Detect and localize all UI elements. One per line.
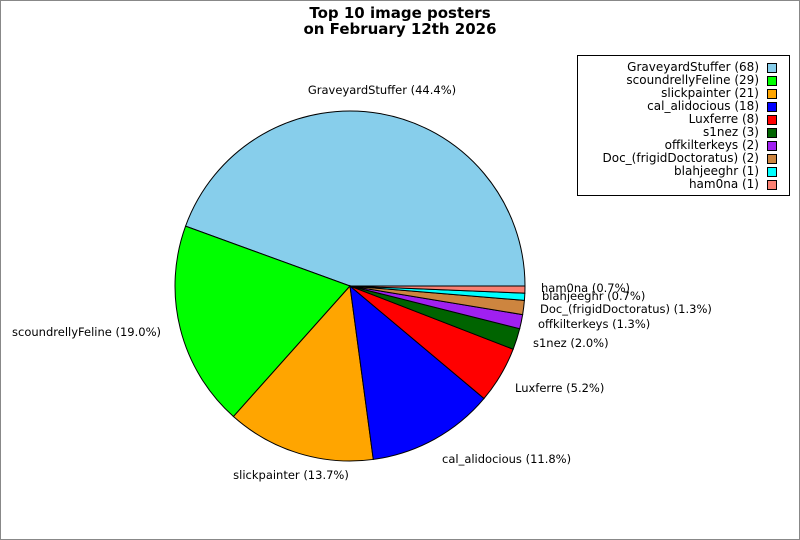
pie-slice-3 [349, 284, 485, 461]
legend-item: offkilterkeys (2) [578, 139, 789, 152]
legend-label: offkilterkeys (2) [664, 138, 759, 152]
slice-label-7: Doc_(frigidDoctoratus) (1.3%) [540, 302, 712, 316]
legend-label: cal_alidocious (18) [647, 99, 759, 113]
chart-title: Top 10 image posters on February 12th 20… [0, 5, 800, 37]
slice-label-9: ham0na (0.7%) [541, 281, 630, 295]
legend-item: cal_alidocious (18) [578, 100, 789, 113]
legend-label: scoundrellyFeline (29) [626, 73, 759, 87]
slice-label-6: offkilterkeys (1.3%) [538, 317, 650, 331]
slice-label-5: s1nez (2.0%) [533, 336, 609, 350]
legend-item: Doc_(frigidDoctoratus) (2) [578, 152, 789, 165]
pie-slice-9 [349, 285, 526, 294]
pie-slice-2 [232, 284, 374, 462]
slice-label-8: blahjeeghr (0.7%) [542, 289, 645, 303]
slice-label-0: GraveyardStuffer (44.4%) [308, 83, 456, 97]
legend-label: s1nez (3) [703, 125, 759, 139]
legend-item: slickpainter (21) [578, 87, 789, 100]
legend-swatch [767, 63, 777, 73]
legend-swatch [767, 141, 777, 151]
legend-item: blahjeeghr (1) [578, 165, 789, 178]
slice-label-1: scoundrellyFeline (19.0%) [12, 325, 161, 339]
legend-swatch [767, 89, 777, 99]
legend-item: scoundrellyFeline (29) [578, 74, 789, 87]
legend-swatch [767, 128, 777, 138]
slice-label-2: slickpainter (13.7%) [233, 468, 349, 482]
legend-swatch [767, 180, 777, 190]
legend-label: slickpainter (21) [661, 86, 759, 100]
legend: GraveyardStuffer (68) scoundrellyFeline (… [577, 55, 790, 196]
legend-swatch [767, 154, 777, 164]
legend-label: blahjeeghr (1) [674, 164, 759, 178]
legend-swatch [767, 102, 777, 112]
legend-swatch [767, 115, 777, 125]
slice-label-3: cal_alidocious (11.8%) [442, 452, 571, 466]
legend-item: s1nez (3) [578, 126, 789, 139]
slice-label-4: Luxferre (5.2%) [515, 381, 604, 395]
legend-label: GraveyardStuffer (68) [627, 60, 759, 74]
pie-slice-1 [174, 225, 351, 418]
chart-title-line-1: Top 10 image posters [309, 4, 491, 22]
legend-label: Luxferre (8) [688, 112, 759, 126]
chart-title-line-2: on February 12th 2026 [303, 20, 497, 38]
pie-slice-0 [184, 110, 526, 287]
legend-swatch [767, 167, 777, 177]
legend-item: Luxferre (8) [578, 113, 789, 126]
legend-swatch [767, 76, 777, 86]
legend-label: Doc_(frigidDoctoratus) (2) [602, 151, 760, 165]
legend-item: ham0na (1) [578, 178, 789, 191]
legend-label: ham0na (1) [688, 177, 759, 191]
legend-item: GraveyardStuffer (68) [578, 61, 789, 74]
